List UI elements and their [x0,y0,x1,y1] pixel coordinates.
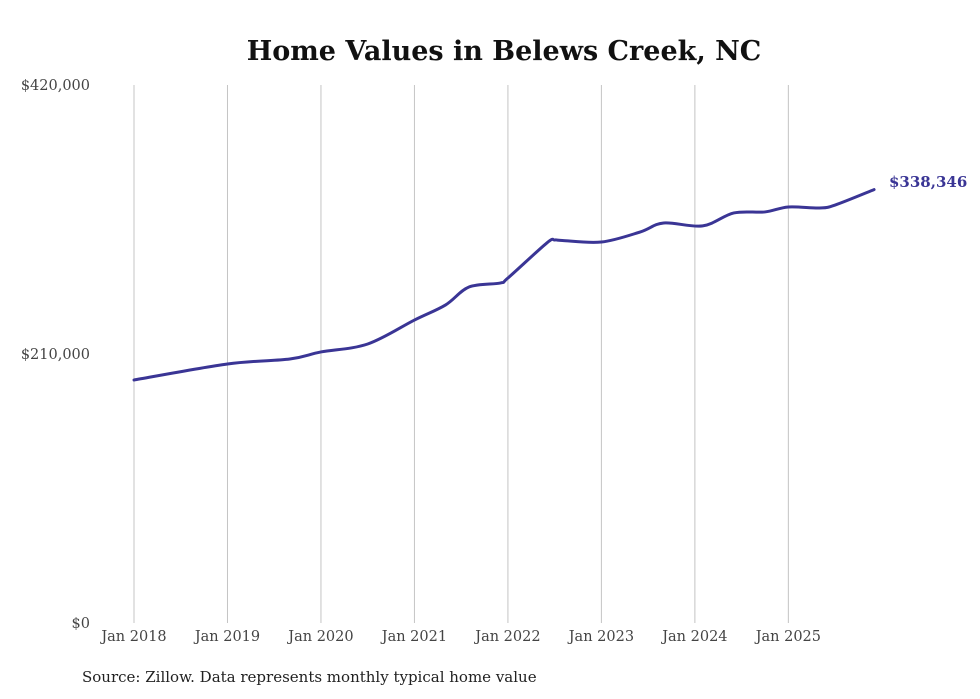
y-tick-label: $420,000 [21,78,90,94]
x-axis: Jan 2018 Jan 2019 Jan 2020 Jan 2021 Jan 2022… [99,629,821,645]
gridlines [133,85,789,623]
x-tick-label: Jan 2022 [473,629,540,645]
chart-title: Home Values in Belews Creek, NC [247,36,762,67]
x-tick-label: Jan 2023 [567,629,634,645]
x-tick-label: Jan 2024 [660,629,727,645]
x-tick-label: Jan 2019 [193,629,260,645]
source-note: Source: Zillow. Data represents monthly … [82,668,537,686]
end-value-label: $338,346 [889,173,967,191]
x-tick-label: Jan 2020 [286,629,353,645]
x-tick-label: Jan 2021 [380,629,447,645]
home-value-line [132,188,876,382]
x-tick-label: Jan 2025 [754,629,821,645]
y-axis: $0 $210,000 $420,000 [21,78,90,632]
x-tick-label: Jan 2018 [99,629,166,645]
y-tick-label: $0 [72,616,90,632]
y-tick-label: $210,000 [21,347,90,363]
